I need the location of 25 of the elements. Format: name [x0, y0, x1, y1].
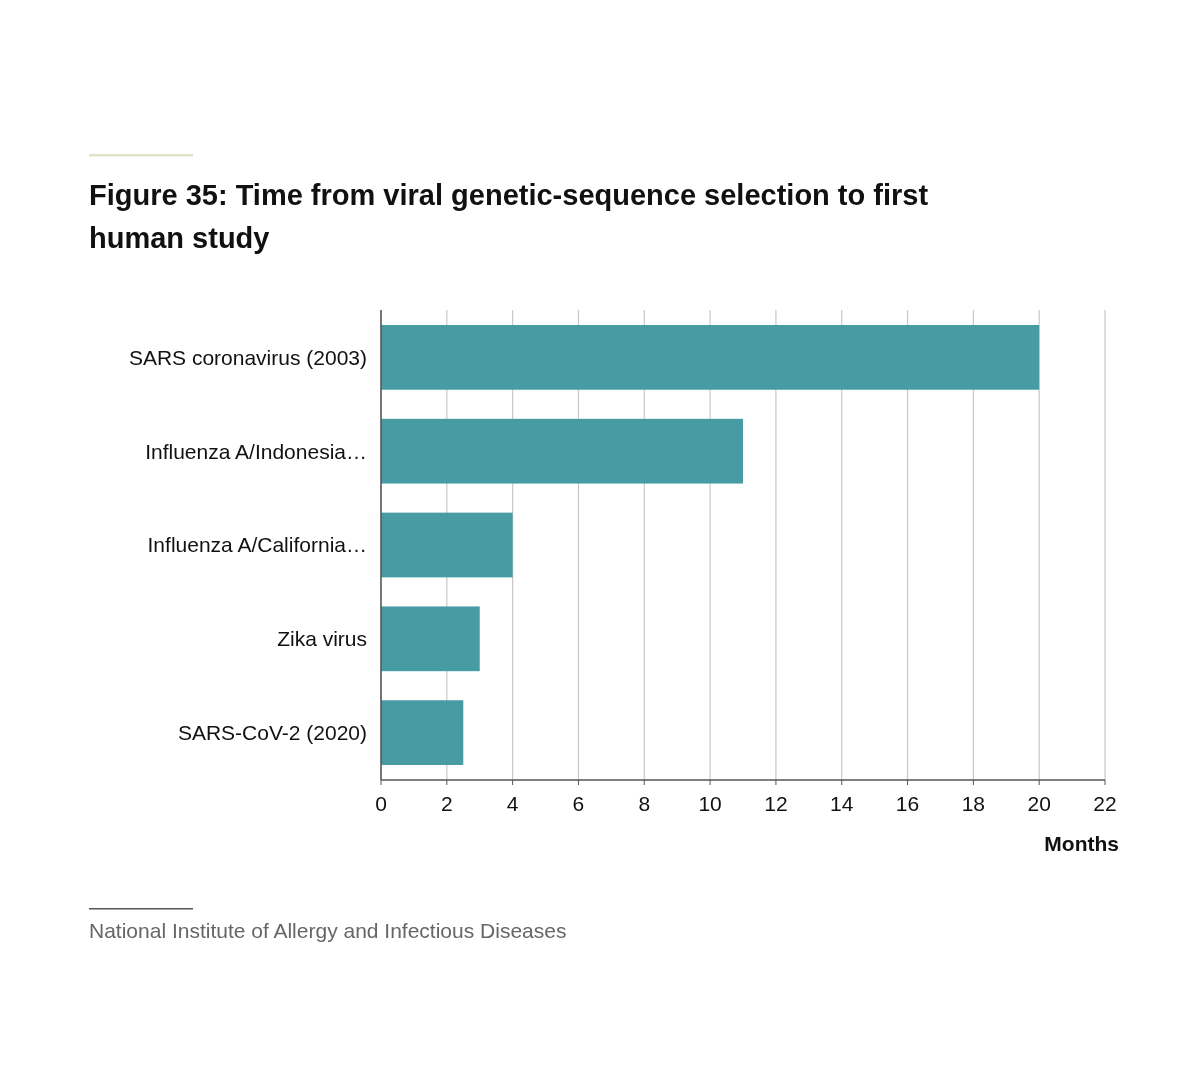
y-tick-label: Influenza A/Indonesia…: [145, 439, 367, 463]
y-tick-label: SARS-CoV-2 (2020): [177, 720, 367, 744]
y-tick-label: Influenza A/California…: [147, 533, 367, 557]
bar: [381, 418, 743, 484]
x-tick-label: 2: [440, 792, 453, 815]
bar: [381, 325, 1040, 390]
x-tick-label: 12: [764, 792, 788, 815]
x-tick-label: 16: [895, 792, 920, 815]
bar: [381, 700, 464, 765]
y-tick-label: Zika virus: [277, 627, 367, 651]
bar: [381, 606, 480, 672]
x-tick-label: 0: [375, 792, 387, 815]
x-tick-label: 20: [1027, 792, 1051, 815]
y-tick-label: SARS coronavirus (2003): [128, 345, 367, 369]
x-tick-label: 6: [572, 792, 585, 815]
x-tick-label: 22: [1093, 792, 1117, 815]
x-axis-title: Months: [1044, 832, 1119, 855]
chart-title: Figure 35: Time from viral genetic-sequence selection to first human study: [89, 179, 929, 254]
x-tick-label: 14: [830, 792, 854, 815]
x-tick-label: 8: [638, 792, 651, 815]
x-tick-label: 10: [698, 792, 722, 815]
bar: [381, 512, 513, 578]
x-tick-label: 18: [961, 792, 986, 815]
x-tick-label: 4: [506, 792, 519, 815]
text: National Institute of Allergy and Infectious Diseases: [89, 919, 567, 942]
